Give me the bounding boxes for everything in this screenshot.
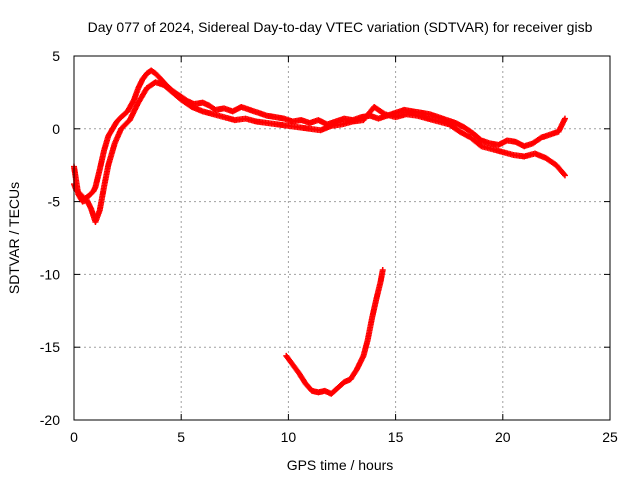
grid-lines [74,56,610,420]
x-tick-label: 10 [281,429,297,445]
data-point [561,115,568,122]
plot-frame [73,55,611,421]
y-tick-label: 5 [52,48,60,64]
series-3 [283,267,386,397]
data-markers [71,67,568,397]
y-tick-label: -20 [40,412,60,428]
data-point [561,171,568,178]
x-tick-label: 0 [70,429,78,445]
x-tick-label: 15 [388,429,404,445]
x-tick-label: 20 [495,429,511,445]
y-tick-label: -5 [48,194,61,210]
y-tick-label: -10 [40,266,60,282]
data-point [561,172,568,179]
data-point [379,267,386,274]
axis-ticks: 0 5 10 15 20 25 -20 -15 -10 -5 0 5 [40,48,618,445]
y-tick-label: 0 [52,121,60,137]
x-tick-label: 25 [602,429,618,445]
y-axis-title: SDTVAR / TECUs [6,182,22,294]
x-axis-title: GPS time / hours [287,457,394,473]
series-2 [71,79,568,225]
chart-title: Day 077 of 2024, Sidereal Day-to-day VTE… [88,19,593,35]
x-tick-label: 5 [177,429,185,445]
y-tick-label: -15 [40,339,60,355]
